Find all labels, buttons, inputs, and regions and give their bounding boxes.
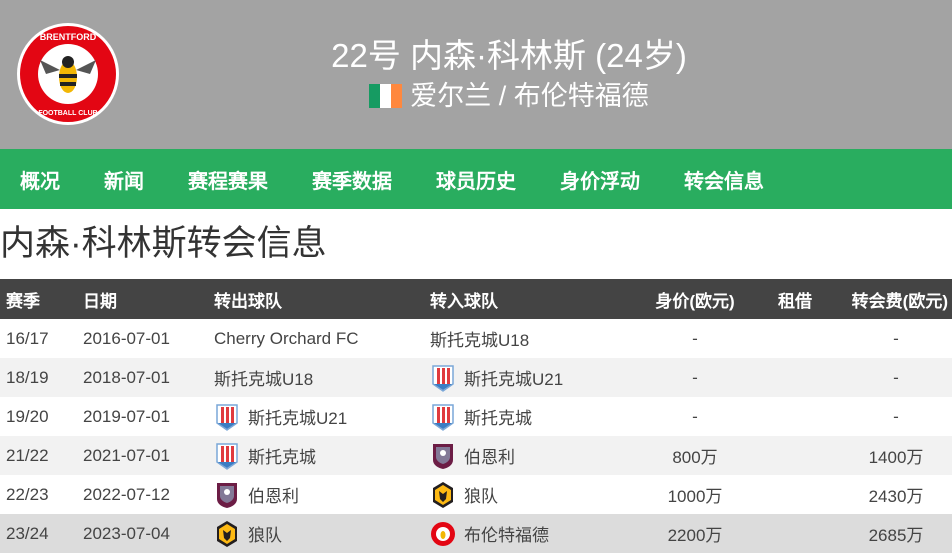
- table-row: 19/20 2019-07-01 斯托克城U21 斯托克城 - -: [0, 397, 952, 436]
- svg-text:FOOTBALL CLUB: FOOTBALL CLUB: [38, 110, 97, 117]
- column-header: 赛季: [0, 279, 77, 319]
- team-link[interactable]: 狼队: [248, 526, 282, 545]
- market-value: 1000万: [640, 475, 750, 514]
- transfer-fee: -: [840, 397, 952, 436]
- transfer-fee: 1400万: [840, 436, 952, 475]
- player-header: BRENTFORD FOOTBALL CLUB 22号 内森·科林斯 (24岁)…: [0, 0, 952, 149]
- season: 18/19: [0, 358, 77, 397]
- to-team: 斯托克城: [430, 397, 640, 436]
- nav-tab-2[interactable]: 赛程赛果: [188, 170, 268, 193]
- nav-bar: 概况 新闻 赛程赛果 赛季数据 球员历史 身价浮动 转会信息: [0, 149, 952, 209]
- team-link[interactable]: 伯恩利: [464, 448, 515, 467]
- season: 19/20: [0, 397, 77, 436]
- player-title: 22号 内森·科林斯 (24岁): [331, 37, 687, 74]
- from-team: 斯托克城U18: [214, 358, 430, 397]
- market-value: 2200万: [640, 514, 750, 553]
- season: 21/22: [0, 436, 77, 475]
- ireland-flag-icon: [369, 84, 403, 108]
- transfer-fee: 2685万: [840, 514, 952, 553]
- from-team: 斯托克城U21: [214, 397, 430, 436]
- stoke-badge-icon: [214, 442, 240, 470]
- market-value: 800万: [640, 436, 750, 475]
- team-link[interactable]: 狼队: [464, 487, 498, 506]
- nav-tab-4[interactable]: 球员历史: [436, 170, 516, 193]
- nav-tab-1[interactable]: 新闻: [104, 170, 144, 193]
- table-row: 18/19 2018-07-01 斯托克城U18 斯托克城U21 - -: [0, 358, 952, 397]
- loan: [750, 358, 840, 397]
- team-link[interactable]: 伯恩利: [248, 487, 299, 506]
- market-value: -: [640, 397, 750, 436]
- column-header: 身价(欧元): [640, 279, 750, 319]
- nav-tab-6[interactable]: 转会信息: [684, 170, 764, 193]
- column-header: 转出球队: [214, 279, 430, 319]
- table-row: 22/23 2022-07-12 伯恩利 狼队 1000万 2430万: [0, 475, 952, 514]
- market-value: -: [640, 319, 750, 358]
- date: 2016-07-01: [77, 319, 214, 358]
- nav-tab-5[interactable]: 身价浮动: [560, 170, 640, 193]
- loan: [750, 319, 840, 358]
- transfer-fee: -: [840, 358, 952, 397]
- date: 2023-07-04: [77, 514, 214, 553]
- to-team: 布伦特福德: [430, 514, 640, 553]
- team-link[interactable]: 斯托克城U18: [214, 370, 314, 389]
- burnley-badge-icon: [214, 481, 240, 509]
- column-header: 转会费(欧元): [840, 279, 952, 319]
- team-link[interactable]: 斯托克城U18: [430, 331, 530, 350]
- team-link[interactable]: 斯托克城: [464, 409, 532, 428]
- table-row: 23/24 2023-07-04 狼队 布伦特福德 2200万 2685万: [0, 514, 952, 553]
- from-team: 斯托克城: [214, 436, 430, 475]
- transfer-table: 赛季 日期 转出球队 转入球队 身价(欧元) 租借 转会费(欧元) 16/17 2016-07…: [0, 279, 952, 553]
- stoke-badge-icon: [430, 364, 456, 392]
- date: 2018-07-01: [77, 358, 214, 397]
- column-header: 租借: [750, 279, 840, 319]
- wolves-badge-icon: [214, 520, 240, 548]
- to-team: 狼队: [430, 475, 640, 514]
- loan: [750, 475, 840, 514]
- stoke-badge-icon: [430, 403, 456, 431]
- date: 2019-07-01: [77, 397, 214, 436]
- transfer-fee: -: [840, 319, 952, 358]
- from-team: 伯恩利: [214, 475, 430, 514]
- date: 2021-07-01: [77, 436, 214, 475]
- loan: [750, 514, 840, 553]
- nav-tab-0[interactable]: 概况: [20, 170, 60, 193]
- team-link[interactable]: 斯托克城U21: [464, 370, 564, 389]
- season: 16/17: [0, 319, 77, 358]
- page-title: 内森·科林斯转会信息: [0, 224, 327, 263]
- team-link[interactable]: 斯托克城: [248, 448, 316, 467]
- wolves-badge-icon: [430, 481, 456, 509]
- team-link[interactable]: 斯托克城U21: [248, 409, 348, 428]
- nav-tab-3[interactable]: 赛季数据: [312, 170, 392, 193]
- column-header: 日期: [77, 279, 214, 319]
- player-subtitle: 爱尔兰 / 布伦特福德: [410, 81, 649, 111]
- brentford-logo: BRENTFORD FOOTBALL CLUB: [17, 23, 119, 125]
- table-row: 21/22 2021-07-01 斯托克城 伯恩利 800万 1400万: [0, 436, 952, 475]
- market-value: -: [640, 358, 750, 397]
- loan: [750, 436, 840, 475]
- brentford-badge-icon: [430, 520, 456, 548]
- transfer-fee: 2430万: [840, 475, 952, 514]
- to-team: 斯托克城U21: [430, 358, 640, 397]
- team-link[interactable]: Cherry Orchard FC: [214, 328, 359, 348]
- date: 2022-07-12: [77, 475, 214, 514]
- to-team: 伯恩利: [430, 436, 640, 475]
- column-header: 转入球队: [430, 279, 640, 319]
- svg-text:BRENTFORD: BRENTFORD: [40, 32, 97, 42]
- from-team: 狼队: [214, 514, 430, 553]
- stoke-badge-icon: [214, 403, 240, 431]
- to-team: 斯托克城U18: [430, 319, 640, 358]
- from-team: Cherry Orchard FC: [214, 319, 430, 358]
- team-link[interactable]: 布伦特福德: [464, 526, 549, 545]
- table-row: 16/17 2016-07-01 Cherry Orchard FC 斯托克城U18 -…: [0, 319, 952, 358]
- season: 23/24: [0, 514, 77, 553]
- season: 22/23: [0, 475, 77, 514]
- loan: [750, 397, 840, 436]
- burnley-badge-icon: [430, 442, 456, 470]
